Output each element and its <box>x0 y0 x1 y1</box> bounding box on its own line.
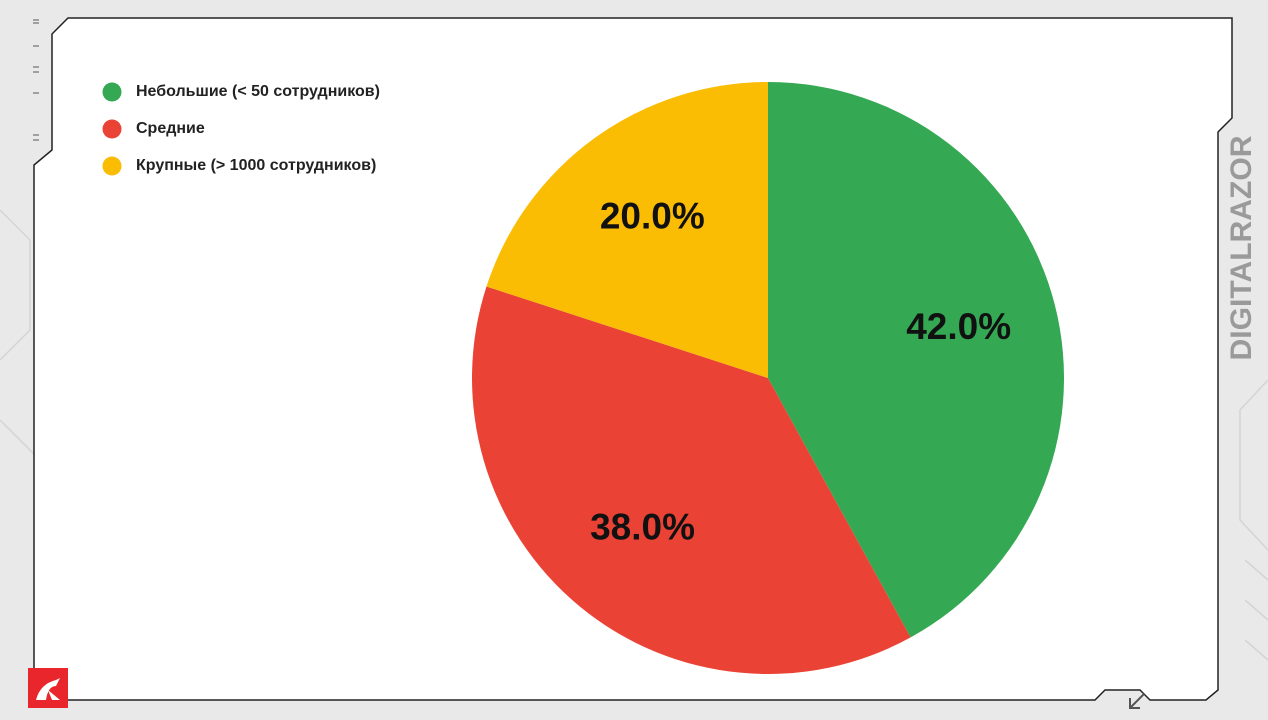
corner-arrow <box>1129 693 1145 709</box>
legend-text: Крупные (> 1000 сотрудников) <box>136 157 376 174</box>
decor-line <box>1244 559 1268 661</box>
arrow-icon <box>1129 693 1145 709</box>
legend-marker <box>102 82 122 102</box>
slice-label: 20.0% <box>600 196 705 237</box>
brand-text: DIGITALRAZOR <box>1225 135 1258 360</box>
logo-mark <box>36 678 60 700</box>
legend-marker <box>102 119 122 139</box>
legend-text: Небольшие (< 50 сотрудников) <box>136 83 380 100</box>
slice-label: 38.0% <box>590 506 695 547</box>
decor-line <box>1239 379 1268 551</box>
pie-slice <box>768 82 1065 638</box>
decor-line <box>0 209 31 361</box>
side-ticks <box>33 19 39 141</box>
pie-slice <box>486 82 768 378</box>
slice-label: 42.0% <box>906 306 1011 347</box>
plot: 42.0% 38.0% 20.0% Небольшие (< 50 сотрудник… <box>102 82 1065 674</box>
pie-slice <box>472 286 911 674</box>
legend-marker <box>102 156 122 176</box>
logo <box>28 668 68 708</box>
legend-text: Средние <box>136 120 205 137</box>
